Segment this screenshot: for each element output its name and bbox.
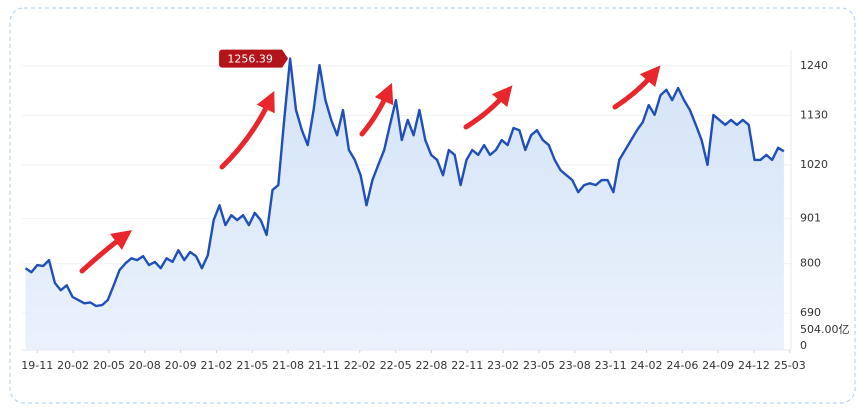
x-tick-label: 21-08 [272,359,304,372]
y-tick-label: 1130 [800,108,828,121]
x-tick-label: 20-08 [129,359,161,372]
arrow [219,90,275,170]
x-tick-label: 21-02 [200,359,232,372]
x-tick-label: 23-02 [487,359,519,372]
trend-arrows [79,65,661,274]
x-tick-label: 22-08 [415,359,447,372]
x-tick-label: 24-02 [631,359,663,372]
x-tick-label: 22-02 [344,359,376,372]
x-tick-label: 24-09 [702,359,734,372]
x-tick-label: 23-05 [523,359,555,372]
x-tick-label: 22-05 [380,359,412,372]
arrow [463,85,513,130]
x-tick-label: 20-05 [93,359,125,372]
x-tick-label: 24-06 [666,359,698,372]
y-tick-label: 1020 [800,158,828,171]
y-bottom-label: 504.00亿 [800,323,850,336]
plot [24,57,785,350]
x-tick-label: 23-11 [595,359,627,372]
y-tick-label: 800 [800,257,821,270]
x-tick-label: 24-12 [738,359,770,372]
x-tick-label: 21-05 [236,359,268,372]
y-tick-label: 901 [800,211,821,224]
peak-label: 1256.39 [227,53,273,66]
x-tick-label: 23-08 [559,359,591,372]
arrow [612,65,661,110]
x-tick-label: 20-09 [165,359,197,372]
peak-annotation: 1256.39 [219,49,289,68]
labels: 690 800 901 1020 1130 1240 504.00亿 0 19-11 20-02 2… [21,49,850,372]
arrow [79,230,133,274]
x-tick-label: 25-03 [774,359,806,372]
x-tick-label: 20-02 [57,359,89,372]
y-bottom-label: 0 [800,339,807,352]
area-fill [25,58,784,350]
y-tick-label: 690 [800,306,821,319]
x-tick-label: 22-11 [451,359,483,372]
x-tick-label: 19-11 [21,359,53,372]
x-tick-label: 21-11 [308,359,340,372]
arrow [359,82,394,137]
peak-badge [219,49,289,68]
y-tick-label: 1240 [800,59,828,72]
line [24,57,785,308]
